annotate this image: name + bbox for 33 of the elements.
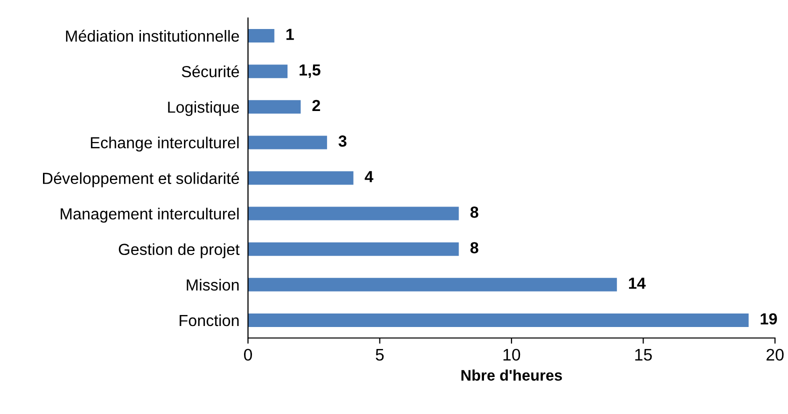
x-tick-label: 15 (635, 349, 652, 361)
data-label: 3 (338, 135, 346, 147)
bar (248, 171, 354, 185)
x-axis-title: Nbre d'heures (461, 370, 562, 381)
y-tick-label: Fonction (180, 314, 239, 326)
y-tick-label: Gestion de projet (118, 243, 240, 258)
y-tick-label: Echange interculturel (90, 136, 239, 152)
x-tick-label: 10 (504, 348, 520, 361)
y-tick-label: Mission (186, 278, 239, 291)
bar (248, 242, 459, 256)
bar (248, 206, 459, 220)
y-tick-label: Sécurité (182, 65, 239, 78)
data-label: 1,5 (300, 64, 320, 78)
bar (248, 29, 274, 43)
y-tick-label: Management interculturel (60, 208, 239, 223)
bar (248, 64, 288, 78)
y-tick-label: Logistique (168, 101, 239, 116)
data-label: 2 (312, 100, 320, 112)
data-label: 8 (470, 206, 478, 218)
y-tick-label: Développement et solidarité (43, 172, 239, 188)
bar (248, 278, 617, 292)
y-tick-label: Médiation institutionnelle (66, 30, 239, 42)
x-tick-label: 0 (244, 348, 252, 361)
x-tick-label: 20 (766, 348, 784, 361)
data-label: 8 (470, 242, 478, 254)
bar (248, 313, 749, 327)
data-label: 4 (364, 171, 374, 182)
bar (248, 100, 301, 114)
data-label: 14 (629, 278, 646, 289)
data-label: 1 (286, 28, 294, 40)
bar (248, 136, 328, 150)
data-label: 19 (760, 313, 777, 325)
x-tick-label: 5 (376, 349, 384, 361)
